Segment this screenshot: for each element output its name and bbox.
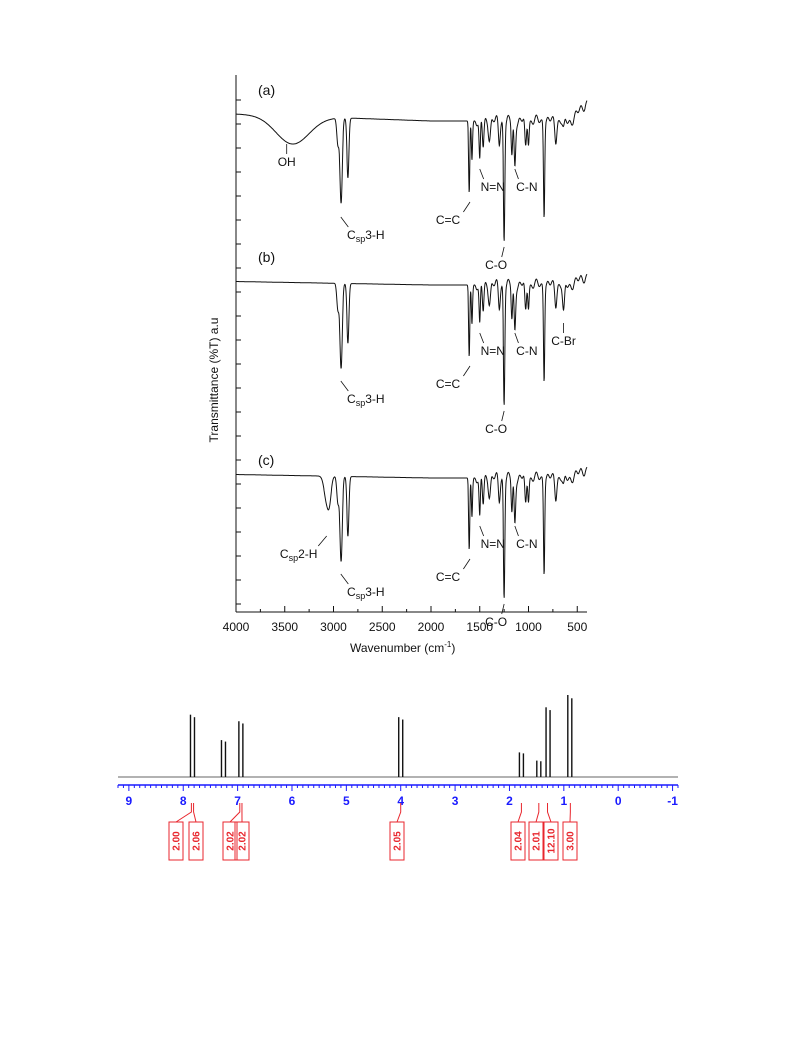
ir-traces <box>236 100 588 598</box>
nmr-integral-leader <box>547 803 552 823</box>
nmr-integral-label: 2.05 <box>393 831 404 851</box>
ir-annotation-leader <box>501 603 505 615</box>
nmr-integral-leader <box>517 803 522 823</box>
ir-x-tick-label: 2500 <box>369 620 396 634</box>
ir-annotation-leader <box>479 332 485 344</box>
ir-annotation-leader <box>340 573 349 585</box>
ir-x-tick-label: 1500 <box>466 620 493 634</box>
ir-annotation-label: N=N <box>481 537 505 551</box>
nmr-axis: 9 8 7 6 5 4 3 2 1 0 -1 <box>117 784 679 808</box>
ir-annotation-label: C-N <box>516 180 537 194</box>
nmr-integral-leader <box>193 803 197 823</box>
ir-annotation-leader <box>501 246 505 258</box>
nmr-integral-box <box>389 821 405 861</box>
ir-panel-label: (a) <box>258 82 275 98</box>
ir-x-tick-label: 2000 <box>418 620 445 634</box>
ir-annotation-label: C-O <box>485 258 507 272</box>
ir-annotation-label: C-Br <box>551 334 576 348</box>
ir-annotation-label: C=C <box>436 377 461 391</box>
ir-annotation-label: C-O <box>485 422 507 436</box>
nmr-integral-label: 2.06 <box>192 831 203 851</box>
ir-annotation-leader <box>514 332 519 344</box>
nmr-integrals: 2.00 2.06 2.02 2.02 2.05 2.04 2.01 12.10 3.00 <box>168 803 578 861</box>
nmr-spectrum-chart: 9 8 7 6 5 4 3 2 1 0 -1 2.00 2.06 2.02 2.02 2.05 2.04 2.0… <box>117 695 679 861</box>
nmr-integral-label: 2.00 <box>172 831 183 851</box>
nmr-integral-label: 2.02 <box>226 831 237 851</box>
nmr-integral-leader <box>396 803 402 823</box>
ir-x-tick-label: 3000 <box>320 620 347 634</box>
nmr-integral-box <box>562 821 578 861</box>
nmr-integral-label: 2.04 <box>514 831 525 851</box>
ir-annotation-leader <box>479 525 485 537</box>
ir-annotation-label: Csp3-H <box>347 392 385 408</box>
ir-annotation-label: C=C <box>436 213 461 227</box>
ir-spectra-chart: 4000 3500 3000 2500 2000 1500 1000 500 (a) OH Csp… <box>207 75 588 655</box>
ir-annotation-label: C=C <box>436 570 461 584</box>
nmr-tick-label: 1 <box>560 794 567 808</box>
nmr-tick-label: 3 <box>452 794 459 808</box>
ir-trace-c <box>236 466 588 598</box>
ir-x-axis-label: Wavenumber (cm-1) <box>350 640 455 655</box>
nmr-integral-box <box>188 821 204 861</box>
nmr-trace <box>118 695 678 778</box>
ir-annotation-label: C-O <box>485 615 507 629</box>
nmr-integral-box <box>234 821 250 861</box>
nmr-integral-box <box>543 821 559 861</box>
nmr-integral-box <box>168 821 184 861</box>
nmr-integral-leader <box>535 803 540 823</box>
ir-annotation-leader <box>514 168 519 180</box>
ir-panel-label: (b) <box>258 249 275 265</box>
ir-x-tick-label: 1000 <box>515 620 542 634</box>
ir-annotation-leader <box>463 558 471 570</box>
ir-annotation-leader <box>317 535 327 547</box>
nmr-integral-label: 2.01 <box>532 831 543 851</box>
nmr-tick-label: 0 <box>615 794 622 808</box>
ir-annotation-label: C-N <box>516 344 537 358</box>
nmr-tick-label: 6 <box>289 794 296 808</box>
nmr-integral-box <box>222 821 238 861</box>
ir-x-tick-label: 500 <box>567 620 587 634</box>
ir-annotation-leader <box>340 380 349 392</box>
nmr-integral-box <box>528 821 544 861</box>
ir-annotation-label: Csp3-H <box>347 585 385 601</box>
nmr-tick-label: 2 <box>506 794 513 808</box>
ir-annotation-leader <box>463 201 471 213</box>
ir-x-tick-label: 3500 <box>271 620 298 634</box>
ir-annotation-leader <box>463 365 471 377</box>
nmr-tick-label: 8 <box>180 794 187 808</box>
ir-y-axis-label: Transmittance (%T) a.u <box>207 318 221 443</box>
nmr-integral-label: 2.02 <box>238 831 249 851</box>
ir-annotation-label: N=N <box>481 180 505 194</box>
ir-annotation-label: Csp3-H <box>347 228 385 244</box>
ir-axes: 4000 3500 3000 2500 2000 1500 1000 500 <box>223 75 588 634</box>
nmr-tick-label: 4 <box>397 794 404 808</box>
nmr-tick-label: 9 <box>126 794 133 808</box>
ir-trace-a <box>236 100 588 241</box>
nmr-integral-label: 12.10 <box>547 828 558 853</box>
nmr-integral-box <box>510 821 526 861</box>
nmr-integral-leader <box>175 803 192 823</box>
nmr-integral-label: 3.00 <box>566 831 577 851</box>
ir-annotation-label: OH <box>278 155 296 169</box>
ir-annotation-leader <box>479 168 485 180</box>
ir-annotation-leader <box>340 216 349 228</box>
nmr-tick-label: 7 <box>234 794 241 808</box>
ir-annotations: (a) OH Csp3-H C=C N=N C-O C-N (b) Csp3-H C=C N=N C-… <box>258 82 576 629</box>
nmr-integral-leader <box>229 803 241 823</box>
ir-annotation-leader <box>514 525 519 537</box>
ir-annotation-label: N=N <box>481 344 505 358</box>
ir-panel-label: (c) <box>258 452 274 468</box>
ir-annotation-leader <box>501 410 505 422</box>
ir-x-tick-label: 4000 <box>223 620 250 634</box>
ir-annotation-label: C-N <box>516 537 537 551</box>
ir-trace-b <box>236 273 588 405</box>
nmr-tick-label: -1 <box>667 794 678 808</box>
ir-annotation-label: Csp2-H <box>280 547 318 563</box>
nmr-tick-label: 5 <box>343 794 350 808</box>
